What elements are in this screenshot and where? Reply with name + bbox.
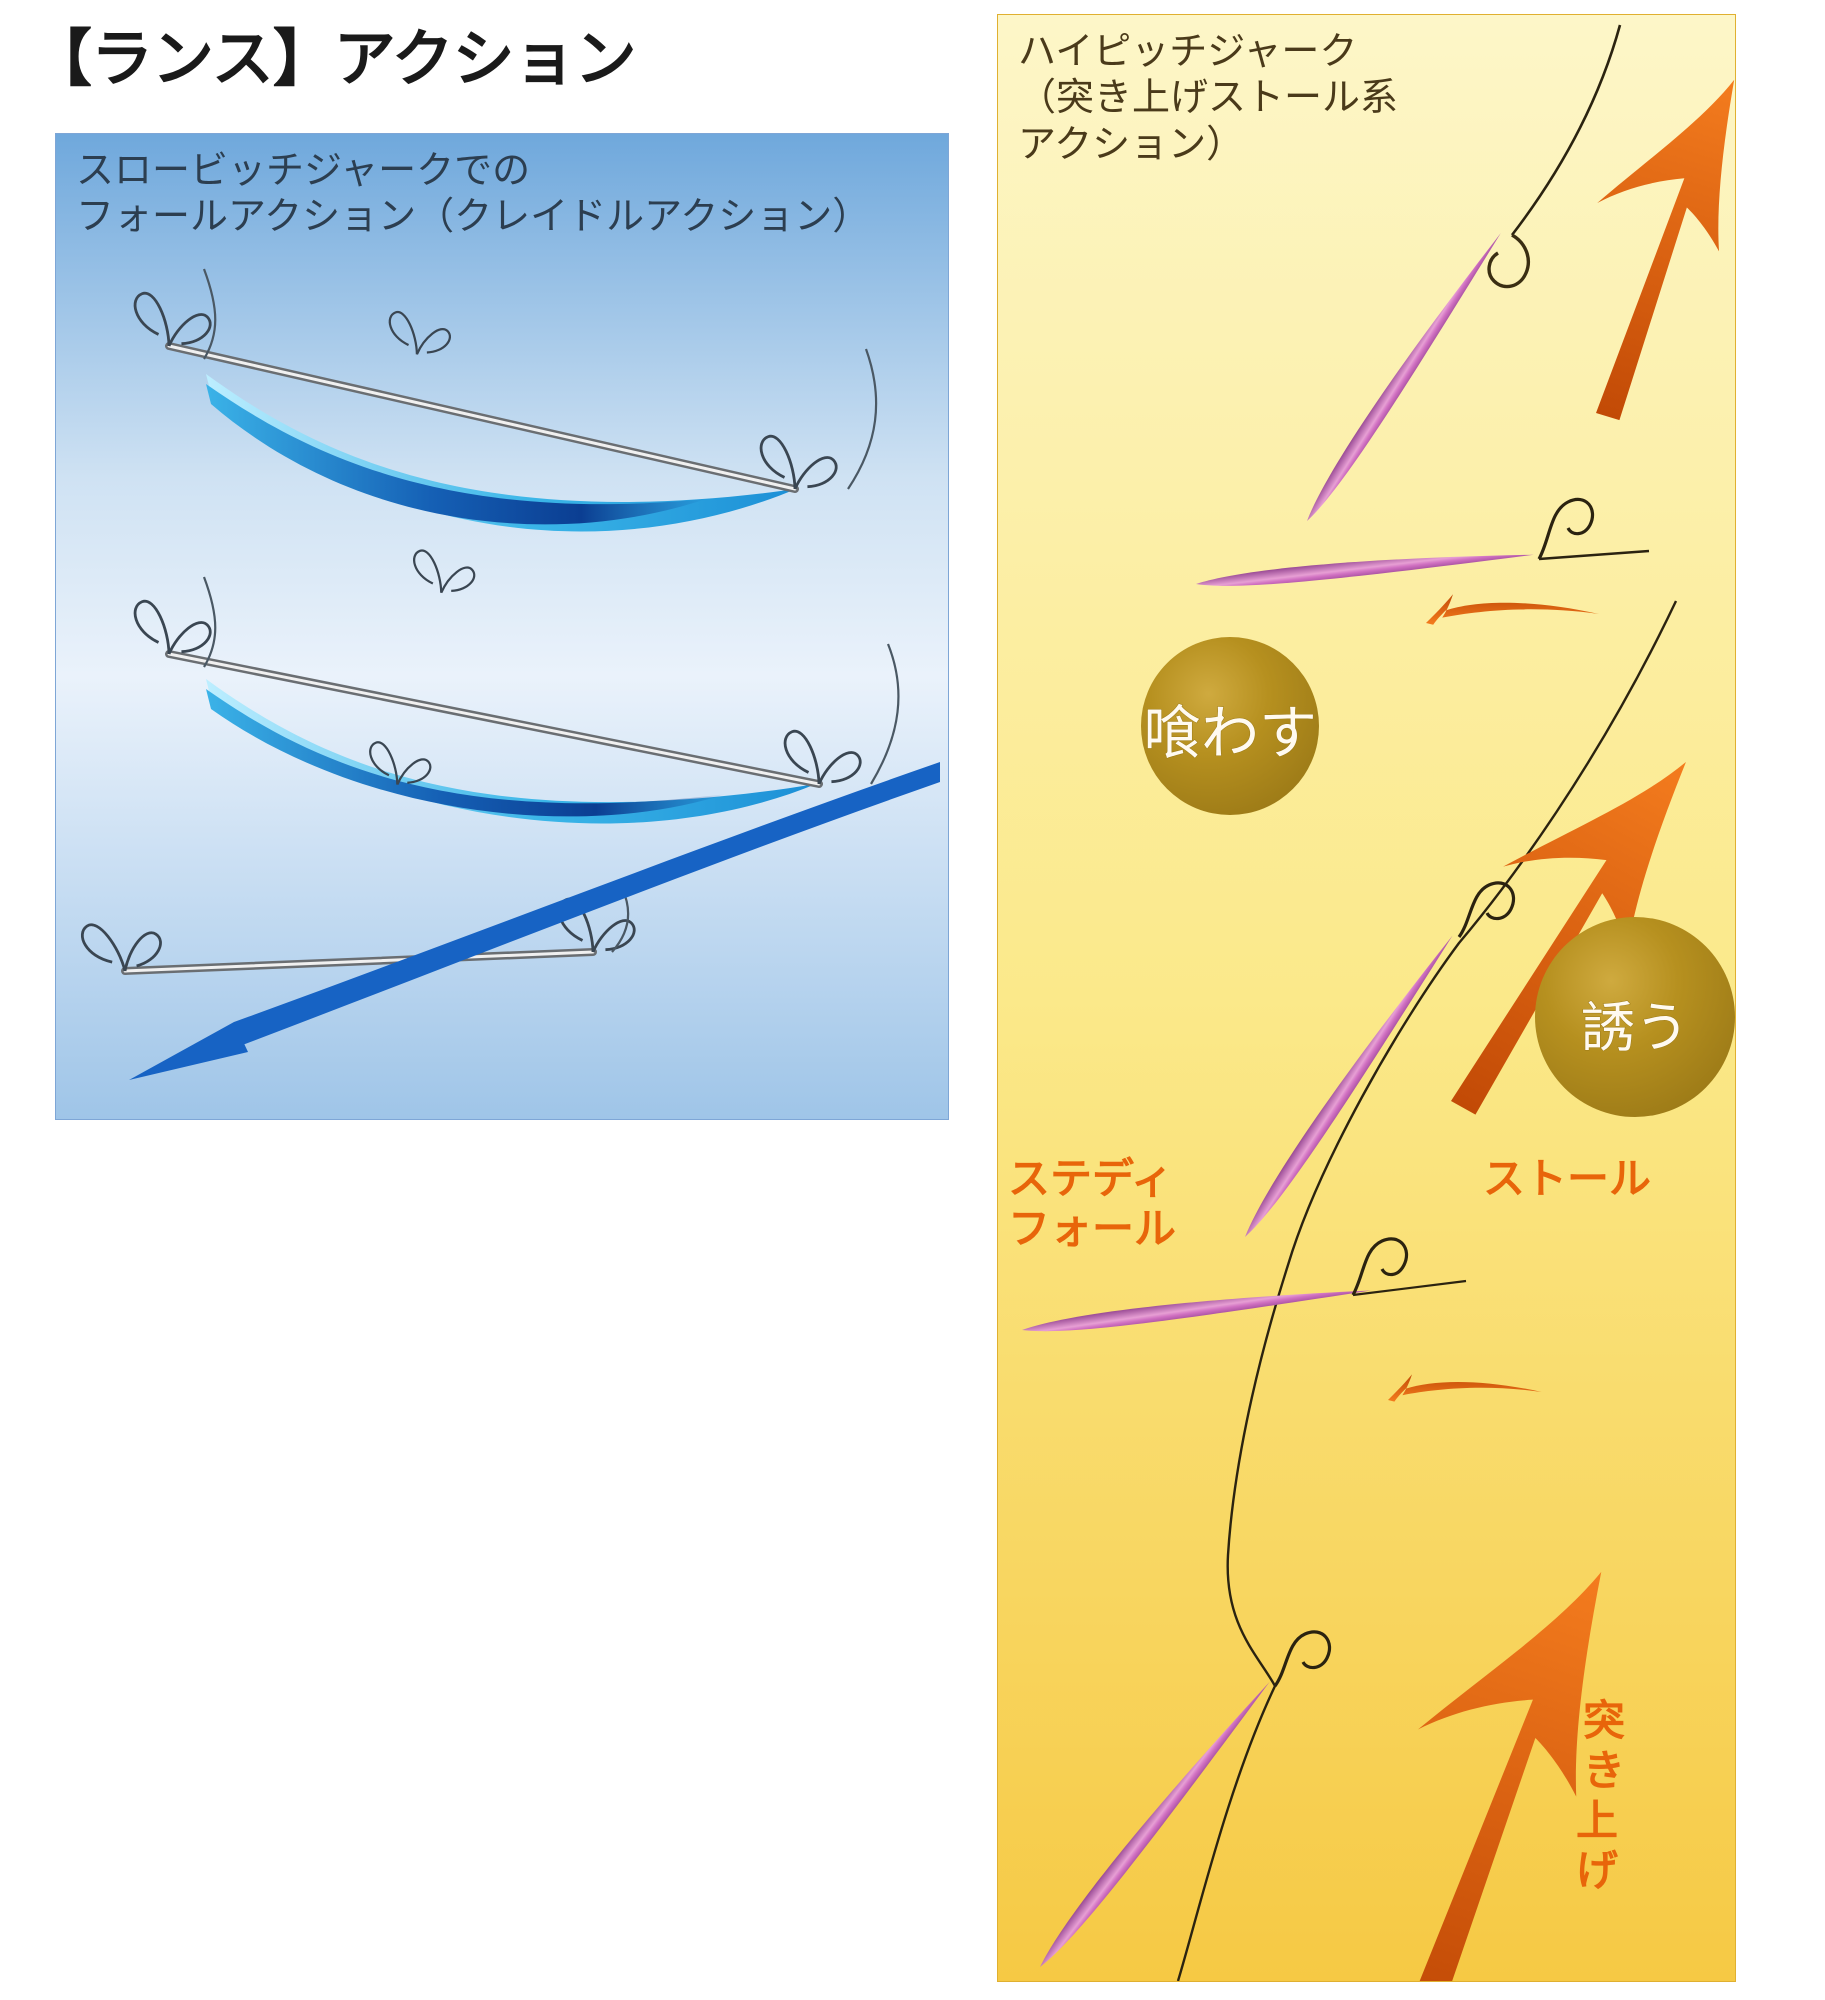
svg-text:突: 突 bbox=[1583, 1697, 1625, 1744]
svg-text:喰わす: 喰わす bbox=[1143, 701, 1317, 766]
svg-text:誘う: 誘う bbox=[1581, 998, 1689, 1058]
svg-text:ストール: ストール bbox=[1483, 1155, 1651, 1202]
svg-text:上: 上 bbox=[1576, 1797, 1618, 1844]
svg-text:フォール: フォール bbox=[1008, 1205, 1176, 1252]
svg-text:げ: げ bbox=[1576, 1847, 1618, 1894]
svg-text:ステディ: ステディ bbox=[1008, 1155, 1173, 1202]
svg-text:き: き bbox=[1583, 1747, 1625, 1794]
